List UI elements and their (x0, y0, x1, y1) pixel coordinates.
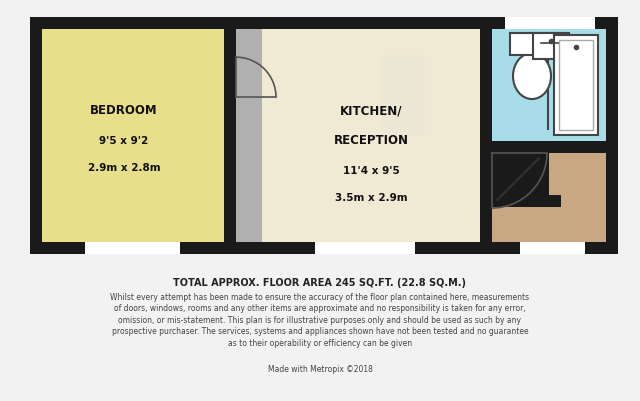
Bar (42, 30, 224, 242)
Text: 2.9m x 2.8m: 2.9m x 2.8m (88, 163, 160, 173)
Bar (520, 242, 585, 254)
Bar (382, 55, 426, 136)
Bar (480, 30, 492, 242)
Text: of doors, windows, rooms and any other items are approximate and no responsibili: of doors, windows, rooms and any other i… (114, 304, 526, 313)
Text: 9'5 x 9'2: 9'5 x 9'2 (99, 136, 148, 146)
Bar (315, 242, 415, 254)
Text: KITCHEN/: KITCHEN/ (340, 104, 403, 117)
Text: Whilst every attempt has been made to ensure the accuracy of the floor plan cont: Whilst every attempt has been made to en… (111, 292, 529, 301)
Bar (492, 142, 606, 154)
Bar (492, 30, 606, 142)
Bar (554, 36, 598, 136)
Text: prospective purchaser. The services, systems and appliances shown have not been : prospective purchaser. The services, sys… (112, 327, 528, 336)
Text: omission, or mis-statement. This plan is for illustrative purposes only and shou: omission, or mis-statement. This plan is… (118, 315, 522, 324)
Bar (510, 34, 554, 56)
Bar (492, 154, 549, 196)
Text: TOTAL APPROX. FLOOR AREA 245 SQ.FT. (22.8 SQ.M.): TOTAL APPROX. FLOOR AREA 245 SQ.FT. (22.… (173, 277, 467, 287)
Bar (492, 154, 606, 242)
Bar (236, 30, 262, 242)
Bar (262, 30, 480, 242)
Bar (42, 30, 606, 242)
Bar (85, 242, 180, 254)
Bar (505, 18, 595, 30)
Bar (533, 34, 569, 60)
Text: as to their operability or efficiency can be given: as to their operability or efficiency ca… (228, 338, 412, 347)
Bar (559, 41, 593, 131)
Text: BEDROOM: BEDROOM (90, 104, 158, 117)
Text: 3.5m x 2.9m: 3.5m x 2.9m (335, 193, 407, 203)
Text: RECEPTION: RECEPTION (333, 134, 408, 147)
Text: 11'4 x 9'5: 11'4 x 9'5 (342, 165, 399, 175)
Ellipse shape (513, 54, 551, 100)
Text: Made with Metropix ©2018: Made with Metropix ©2018 (268, 364, 372, 373)
Bar (492, 196, 561, 207)
Bar (262, 30, 480, 242)
Bar (480, 30, 492, 242)
Bar (224, 30, 236, 242)
Bar (492, 154, 504, 201)
Bar (30, 18, 618, 254)
